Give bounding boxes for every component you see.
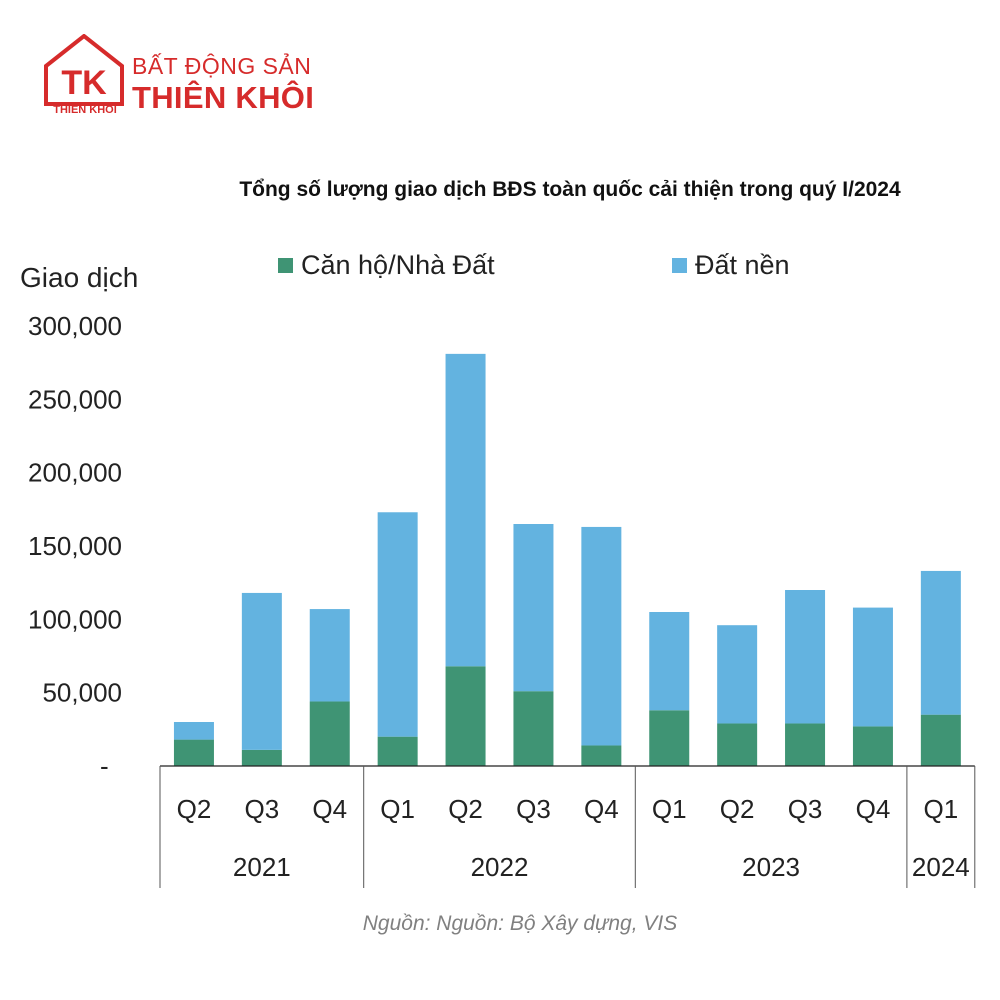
chart-title: Tổng số lượng giao dịch BĐS toàn quốc cả…: [239, 178, 901, 201]
x-group-label: 2023: [742, 852, 800, 882]
bar-land: [920, 570, 961, 715]
y-tick-label: 150,000: [28, 531, 122, 561]
legend-label-apartment: Căn hộ/Nhà Đất: [301, 249, 495, 280]
y-tick-label: 100,000: [28, 604, 122, 634]
x-tick-label: Q3: [245, 794, 280, 824]
x-tick-label: Q3: [788, 794, 823, 824]
bar-land: [785, 590, 826, 724]
x-group-label: 2021: [233, 852, 291, 882]
emblem-caption: THIEN KHOI: [53, 104, 117, 116]
legend-item-land: Đất nền: [672, 248, 790, 282]
bar-apartment: [173, 739, 214, 766]
legend-item-apartment: Căn hộ/Nhà Đất: [278, 248, 495, 282]
y-tick-label: 250,000: [28, 384, 122, 414]
bar-land: [717, 625, 758, 724]
bar-apartment: [920, 714, 961, 766]
x-tick-label: Q2: [720, 794, 755, 824]
x-tick-label: Q4: [856, 794, 891, 824]
legend-label-land: Đất nền: [695, 249, 790, 280]
y-tick-label: 200,000: [28, 458, 122, 488]
source-note: Nguồn: Nguồn: Bộ Xây dựng, VIS: [362, 912, 678, 935]
x-tick-label: Q3: [516, 794, 551, 824]
bar-apartment: [581, 745, 622, 766]
bar-apartment: [445, 666, 486, 766]
emblem-letters: TK: [61, 64, 107, 102]
bar-land: [852, 607, 893, 727]
brand-line2: THIÊN KHÔI: [132, 80, 315, 115]
bar-apartment: [717, 723, 758, 766]
brand-logo: TK: [44, 34, 344, 129]
house-emblem-icon: TK: [44, 34, 124, 106]
bar-apartment: [649, 710, 690, 766]
bar-apartment: [241, 749, 282, 766]
y-tick-label: 300,000: [28, 311, 122, 341]
bar-land: [445, 353, 486, 667]
x-tick-label: Q2: [448, 794, 483, 824]
x-group-label: 2024: [912, 852, 970, 882]
bar-land: [581, 526, 622, 746]
bar-land: [173, 722, 214, 740]
x-group-label: 2022: [471, 852, 529, 882]
bar-apartment: [309, 701, 350, 766]
bar-apartment: [513, 691, 554, 766]
x-tick-label: Q4: [584, 794, 619, 824]
bar-apartment: [785, 723, 826, 766]
legend-swatch-land: [672, 257, 687, 273]
x-tick-label: Q4: [312, 794, 347, 824]
legend-swatch-apartment: [278, 257, 293, 273]
brand-line1: BẤT ĐỘNG SẢN: [132, 53, 312, 79]
bar-land: [513, 524, 554, 692]
bar-apartment: [852, 726, 893, 766]
bar-land: [377, 512, 418, 737]
bar-apartment: [377, 736, 418, 766]
bar-land: [649, 612, 690, 711]
x-tick-label: Q2: [177, 794, 212, 824]
y-tick-label: -: [100, 751, 109, 781]
bar-land: [241, 592, 282, 750]
x-tick-label: Q1: [652, 794, 687, 824]
y-axis-label: Giao dịch: [20, 262, 139, 293]
x-tick-label: Q1: [380, 794, 415, 824]
x-tick-label: Q1: [924, 794, 959, 824]
bar-land: [309, 609, 350, 702]
y-tick-label: 50,000: [42, 678, 122, 708]
